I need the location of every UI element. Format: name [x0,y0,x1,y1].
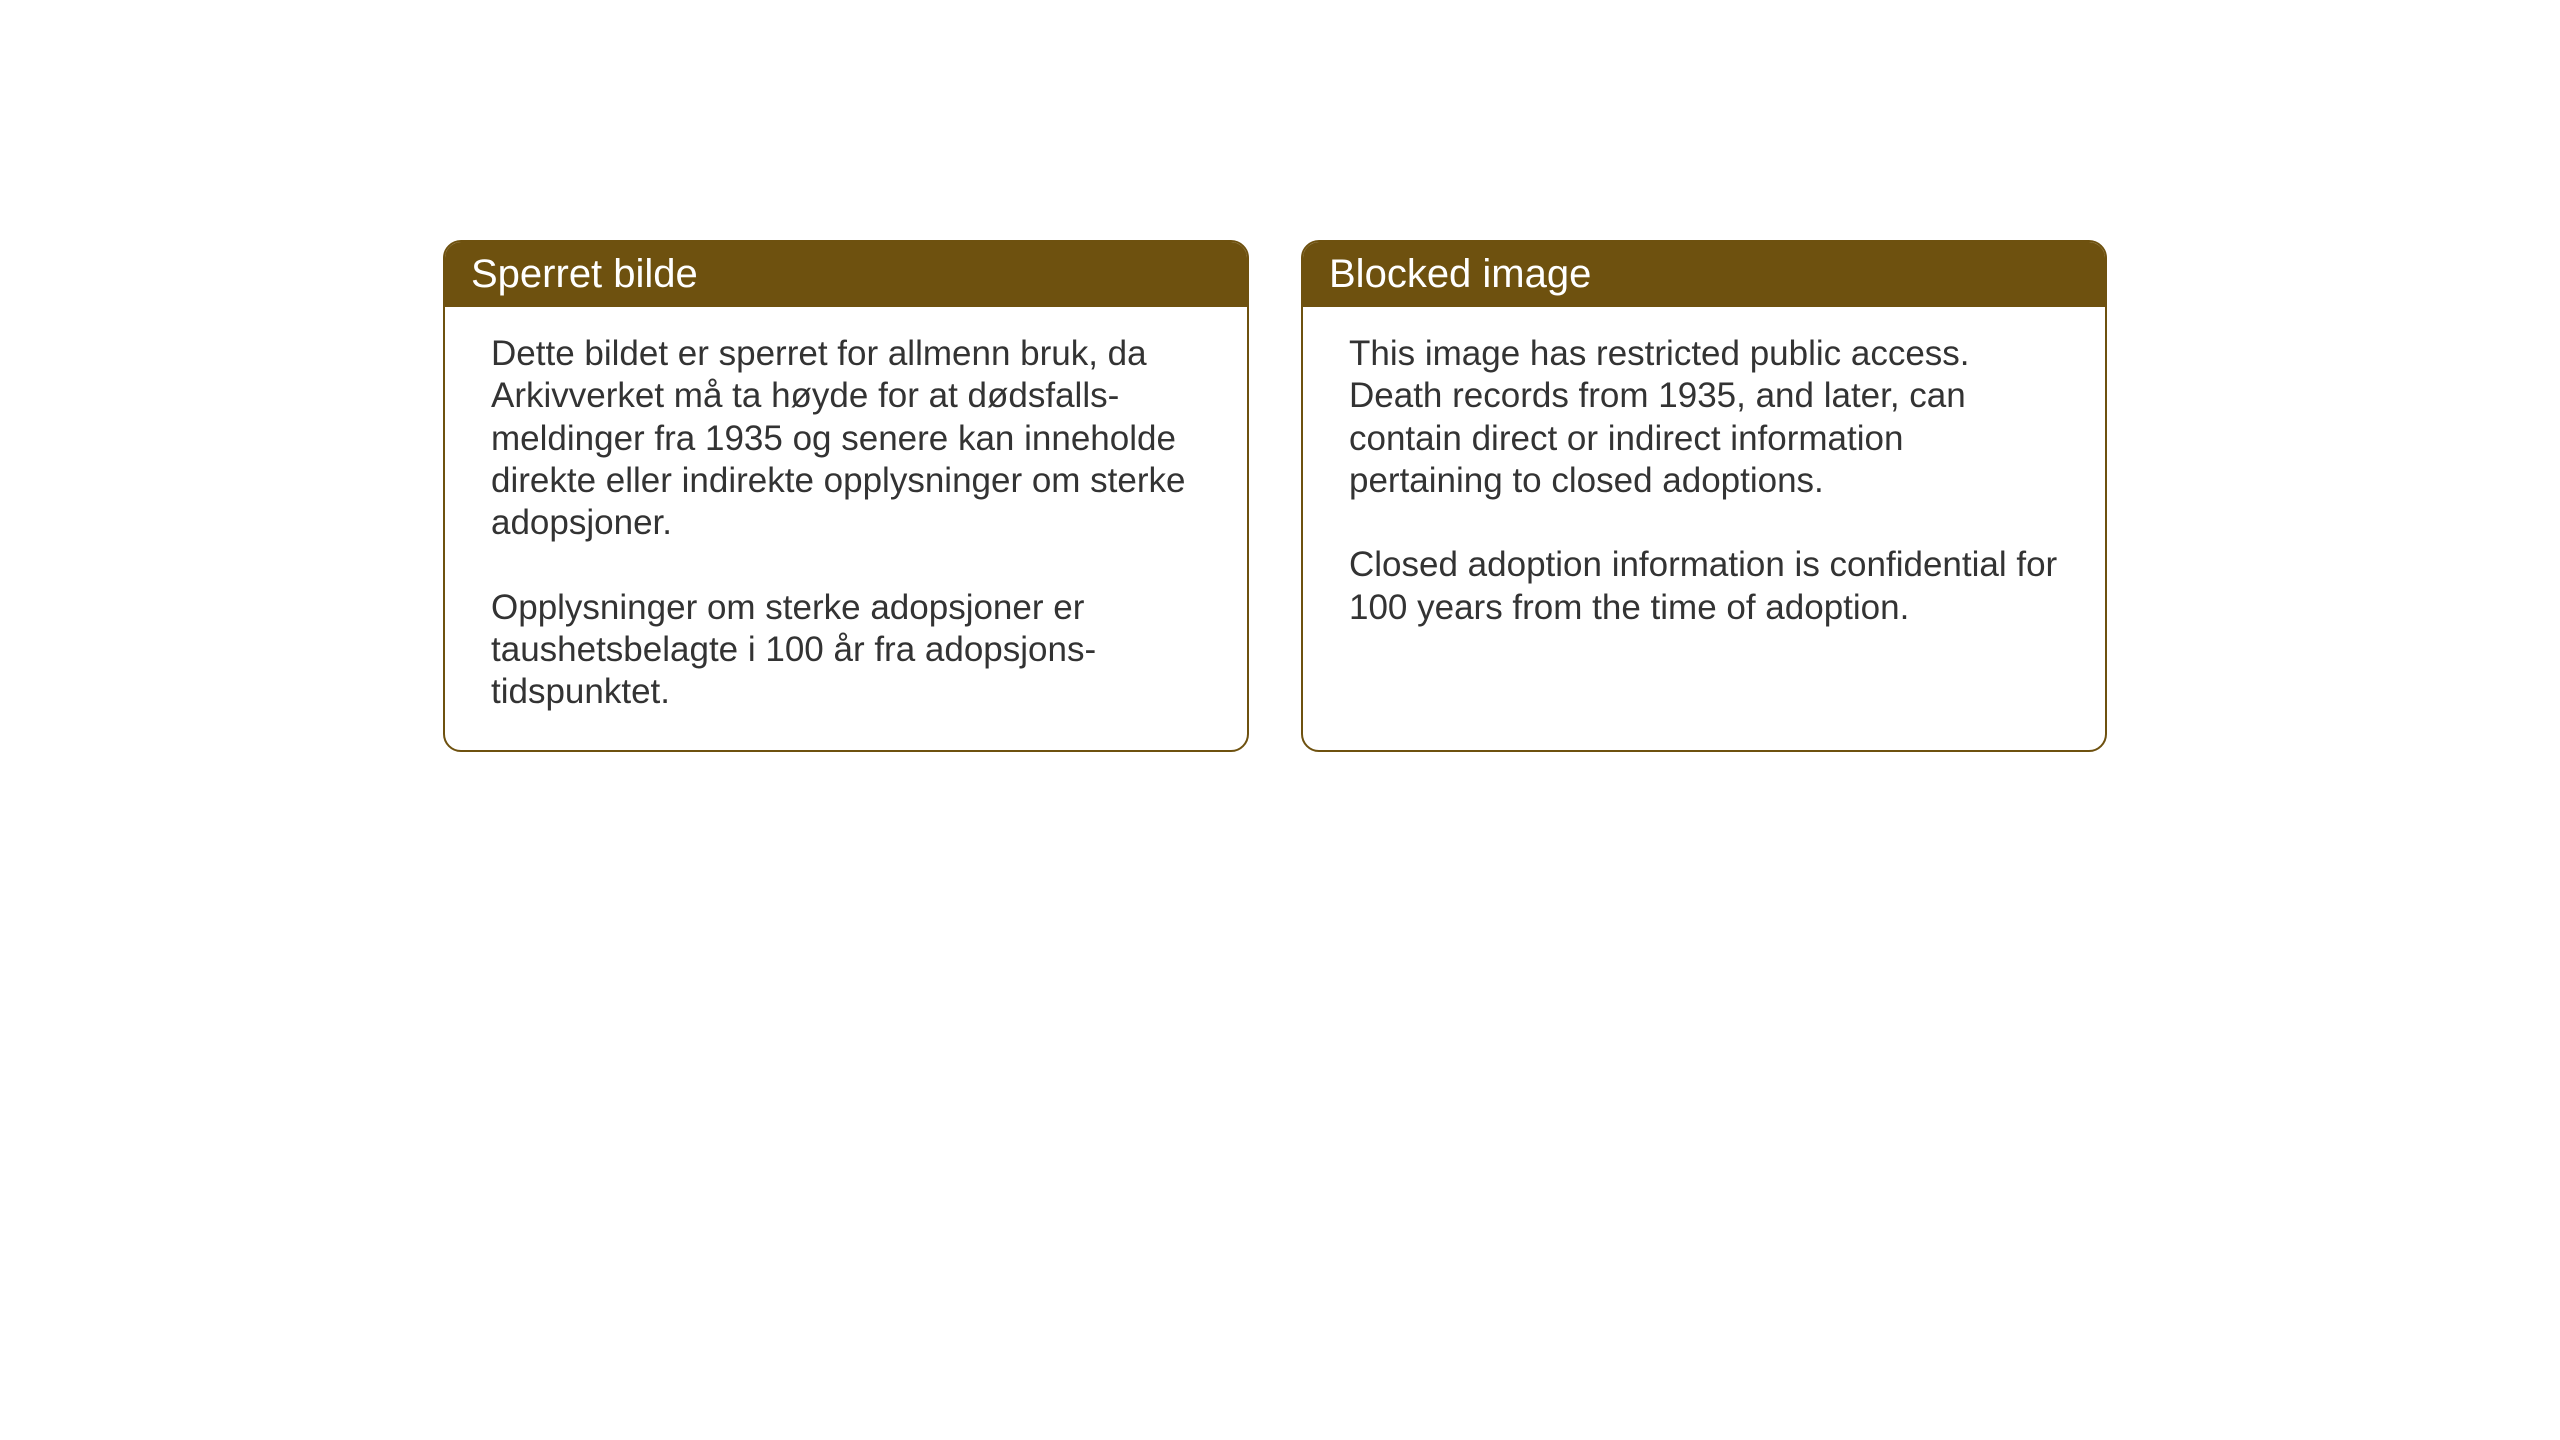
card-header-norwegian: Sperret bilde [445,242,1247,307]
paragraph-norwegian-1: Dette bildet er sperret for allmenn bruk… [491,333,1201,545]
card-title-english: Blocked image [1329,252,1591,296]
card-norwegian: Sperret bilde Dette bildet er sperret fo… [443,240,1249,752]
card-body-norwegian: Dette bildet er sperret for allmenn bruk… [445,307,1247,750]
paragraph-english-2: Closed adoption information is confident… [1349,544,2059,629]
card-english: Blocked image This image has restricted … [1301,240,2107,752]
paragraph-norwegian-2: Opplysninger om sterke adopsjoner er tau… [491,587,1201,714]
card-body-english: This image has restricted public access.… [1303,307,2105,665]
paragraph-english-1: This image has restricted public access.… [1349,333,2059,502]
card-title-norwegian: Sperret bilde [471,252,698,296]
card-header-english: Blocked image [1303,242,2105,307]
cards-container: Sperret bilde Dette bildet er sperret fo… [443,240,2107,752]
